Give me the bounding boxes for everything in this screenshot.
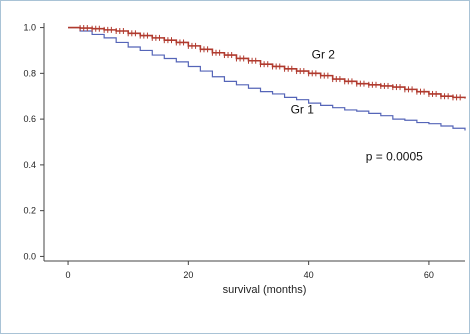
axes: 0.0 0.2 0.4 0.6 0.8 1.0 0 20 40 60 survival (month… bbox=[23, 23, 465, 296]
series-label-gr-1: Gr 1 bbox=[291, 102, 315, 116]
y-tick-label: 0.2 bbox=[23, 206, 36, 216]
x-tick-label: 40 bbox=[304, 270, 314, 280]
series-layer bbox=[68, 25, 466, 131]
p-value-annotation: p = 0.0005 bbox=[366, 149, 423, 163]
y-tick-label: 0.8 bbox=[23, 68, 36, 78]
labels-layer: Gr 1 Gr 2 p = 0.0005 bbox=[291, 47, 424, 163]
x-tick-label: 20 bbox=[183, 270, 193, 280]
x-tick-label: 0 bbox=[66, 270, 71, 280]
x-axis-title: survival (months) bbox=[223, 284, 307, 296]
series-label-gr-2: Gr 2 bbox=[312, 47, 336, 61]
x-tick-label: 60 bbox=[424, 270, 434, 280]
y-tick-label: 0.6 bbox=[23, 114, 36, 124]
y-tick-label: 0.0 bbox=[23, 251, 36, 261]
y-tick-label: 0.4 bbox=[23, 160, 36, 170]
series-line-gr-1 bbox=[68, 26, 466, 131]
y-tick-label: 1.0 bbox=[23, 23, 36, 33]
series-line-gr-2 bbox=[68, 26, 466, 99]
